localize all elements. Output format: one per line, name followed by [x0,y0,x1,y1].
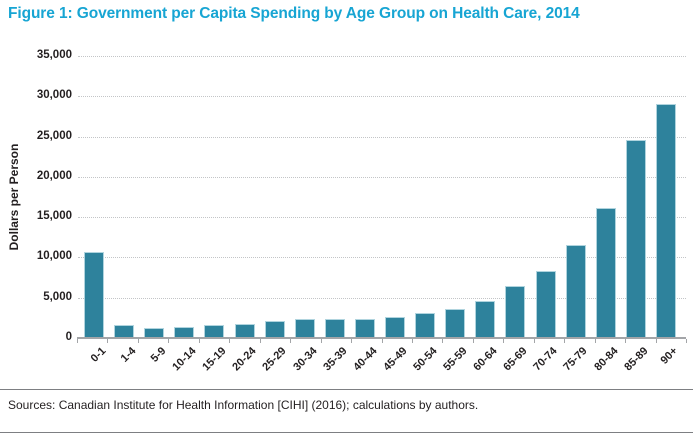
y-tick-label-20000: 20,000 [36,169,72,182]
x-tick-label-60-64: 60-64 [471,345,500,374]
x-axis-line [77,337,686,339]
x-tick-label-5-9: 5-9 [148,345,169,365]
bar-25-29 [264,321,285,338]
gridline-10000 [78,257,686,259]
x-tick-label-25-29: 25-29 [260,345,290,374]
x-tick-label-50-54: 50-54 [411,345,440,374]
x-tick [290,339,292,343]
bar-90+ [655,103,676,338]
x-tick-label-75-79: 75-79 [561,345,591,374]
bar-40-44 [354,319,375,338]
bar-35-39 [324,319,345,338]
x-tick [411,339,413,343]
x-tick [686,339,687,343]
x-tick [503,339,505,343]
x-tick-label-10-14: 10-14 [170,345,199,374]
x-tick [259,339,261,343]
x-tick-label-30-34: 30-34 [290,345,320,374]
x-tick-label-40-44: 40-44 [351,345,380,374]
bar-75-79 [565,245,586,338]
x-tick-label-35-39: 35-39 [320,345,350,374]
y-tick-label-35000: 35,000 [36,49,72,61]
chart-plot-area [78,56,686,338]
bar-65-69 [505,286,526,338]
x-tick [229,339,231,343]
x-tick [137,339,139,343]
x-tick [533,339,535,343]
y-tick-label-30000: 30,000 [36,89,72,102]
x-tick [168,339,170,343]
x-tick-label-90+: 90+ [658,345,681,367]
gridline-5000 [78,297,686,299]
gridline-25000 [78,136,686,138]
bar-20-24 [234,323,255,338]
y-tick-label-0: 0 [65,331,72,343]
x-tick [351,339,353,343]
bar-10-14 [174,326,195,338]
gridline-30000 [78,96,686,98]
x-tick [107,339,109,343]
x-tick [320,339,322,343]
x-tick-label-80-84: 80-84 [591,345,621,374]
y-tick-label-5000: 5,000 [43,290,72,303]
x-tick [625,339,627,343]
x-tick-label-70-74: 70-74 [531,345,560,374]
bar-85-89 [625,139,646,338]
figure-title: Figure 1: Government per Capita Spending… [8,5,580,22]
bar-0-1 [84,251,104,338]
x-tick-label-55-59: 55-59 [441,345,470,374]
y-tick-label-15000: 15,000 [36,210,72,223]
gridline-35000 [78,56,686,57]
x-tick [472,339,474,343]
bar-5-9 [144,327,165,338]
y-axis-title: Dollars per Person [7,143,21,251]
x-tick-label-1-4: 1-4 [118,345,139,365]
bar-50-54 [415,313,436,338]
y-tick-label-10000: 10,000 [36,250,72,263]
bar-30-34 [294,318,315,338]
x-tick-label-15-19: 15-19 [200,345,229,374]
bar-1-4 [114,325,135,338]
x-tick-label-85-89: 85-89 [621,345,651,374]
bar-60-64 [475,300,496,338]
x-tick [442,339,444,343]
bar-15-19 [204,324,225,338]
gridline-15000 [78,217,686,219]
source-note: Sources: Canadian Institute for Health I… [8,398,479,412]
x-tick [564,339,566,343]
x-tick [655,339,657,343]
footer-divider-bottom [0,432,693,433]
bar-55-59 [445,308,466,338]
x-tick [198,339,200,343]
bar-80-84 [595,208,616,338]
x-tick-label-20-24: 20-24 [230,345,259,374]
bar-45-49 [385,317,405,338]
bar-70-74 [535,271,556,338]
y-tick-label-25000: 25,000 [36,129,72,142]
x-tick-label-65-69: 65-69 [501,345,530,374]
x-tick [594,339,596,343]
x-tick-label-0-1: 0-1 [88,345,109,365]
x-tick [77,339,78,343]
footer-divider-top [0,389,693,390]
x-tick [381,339,383,343]
x-tick-label-45-49: 45-49 [381,345,410,374]
gridline-20000 [78,176,686,178]
